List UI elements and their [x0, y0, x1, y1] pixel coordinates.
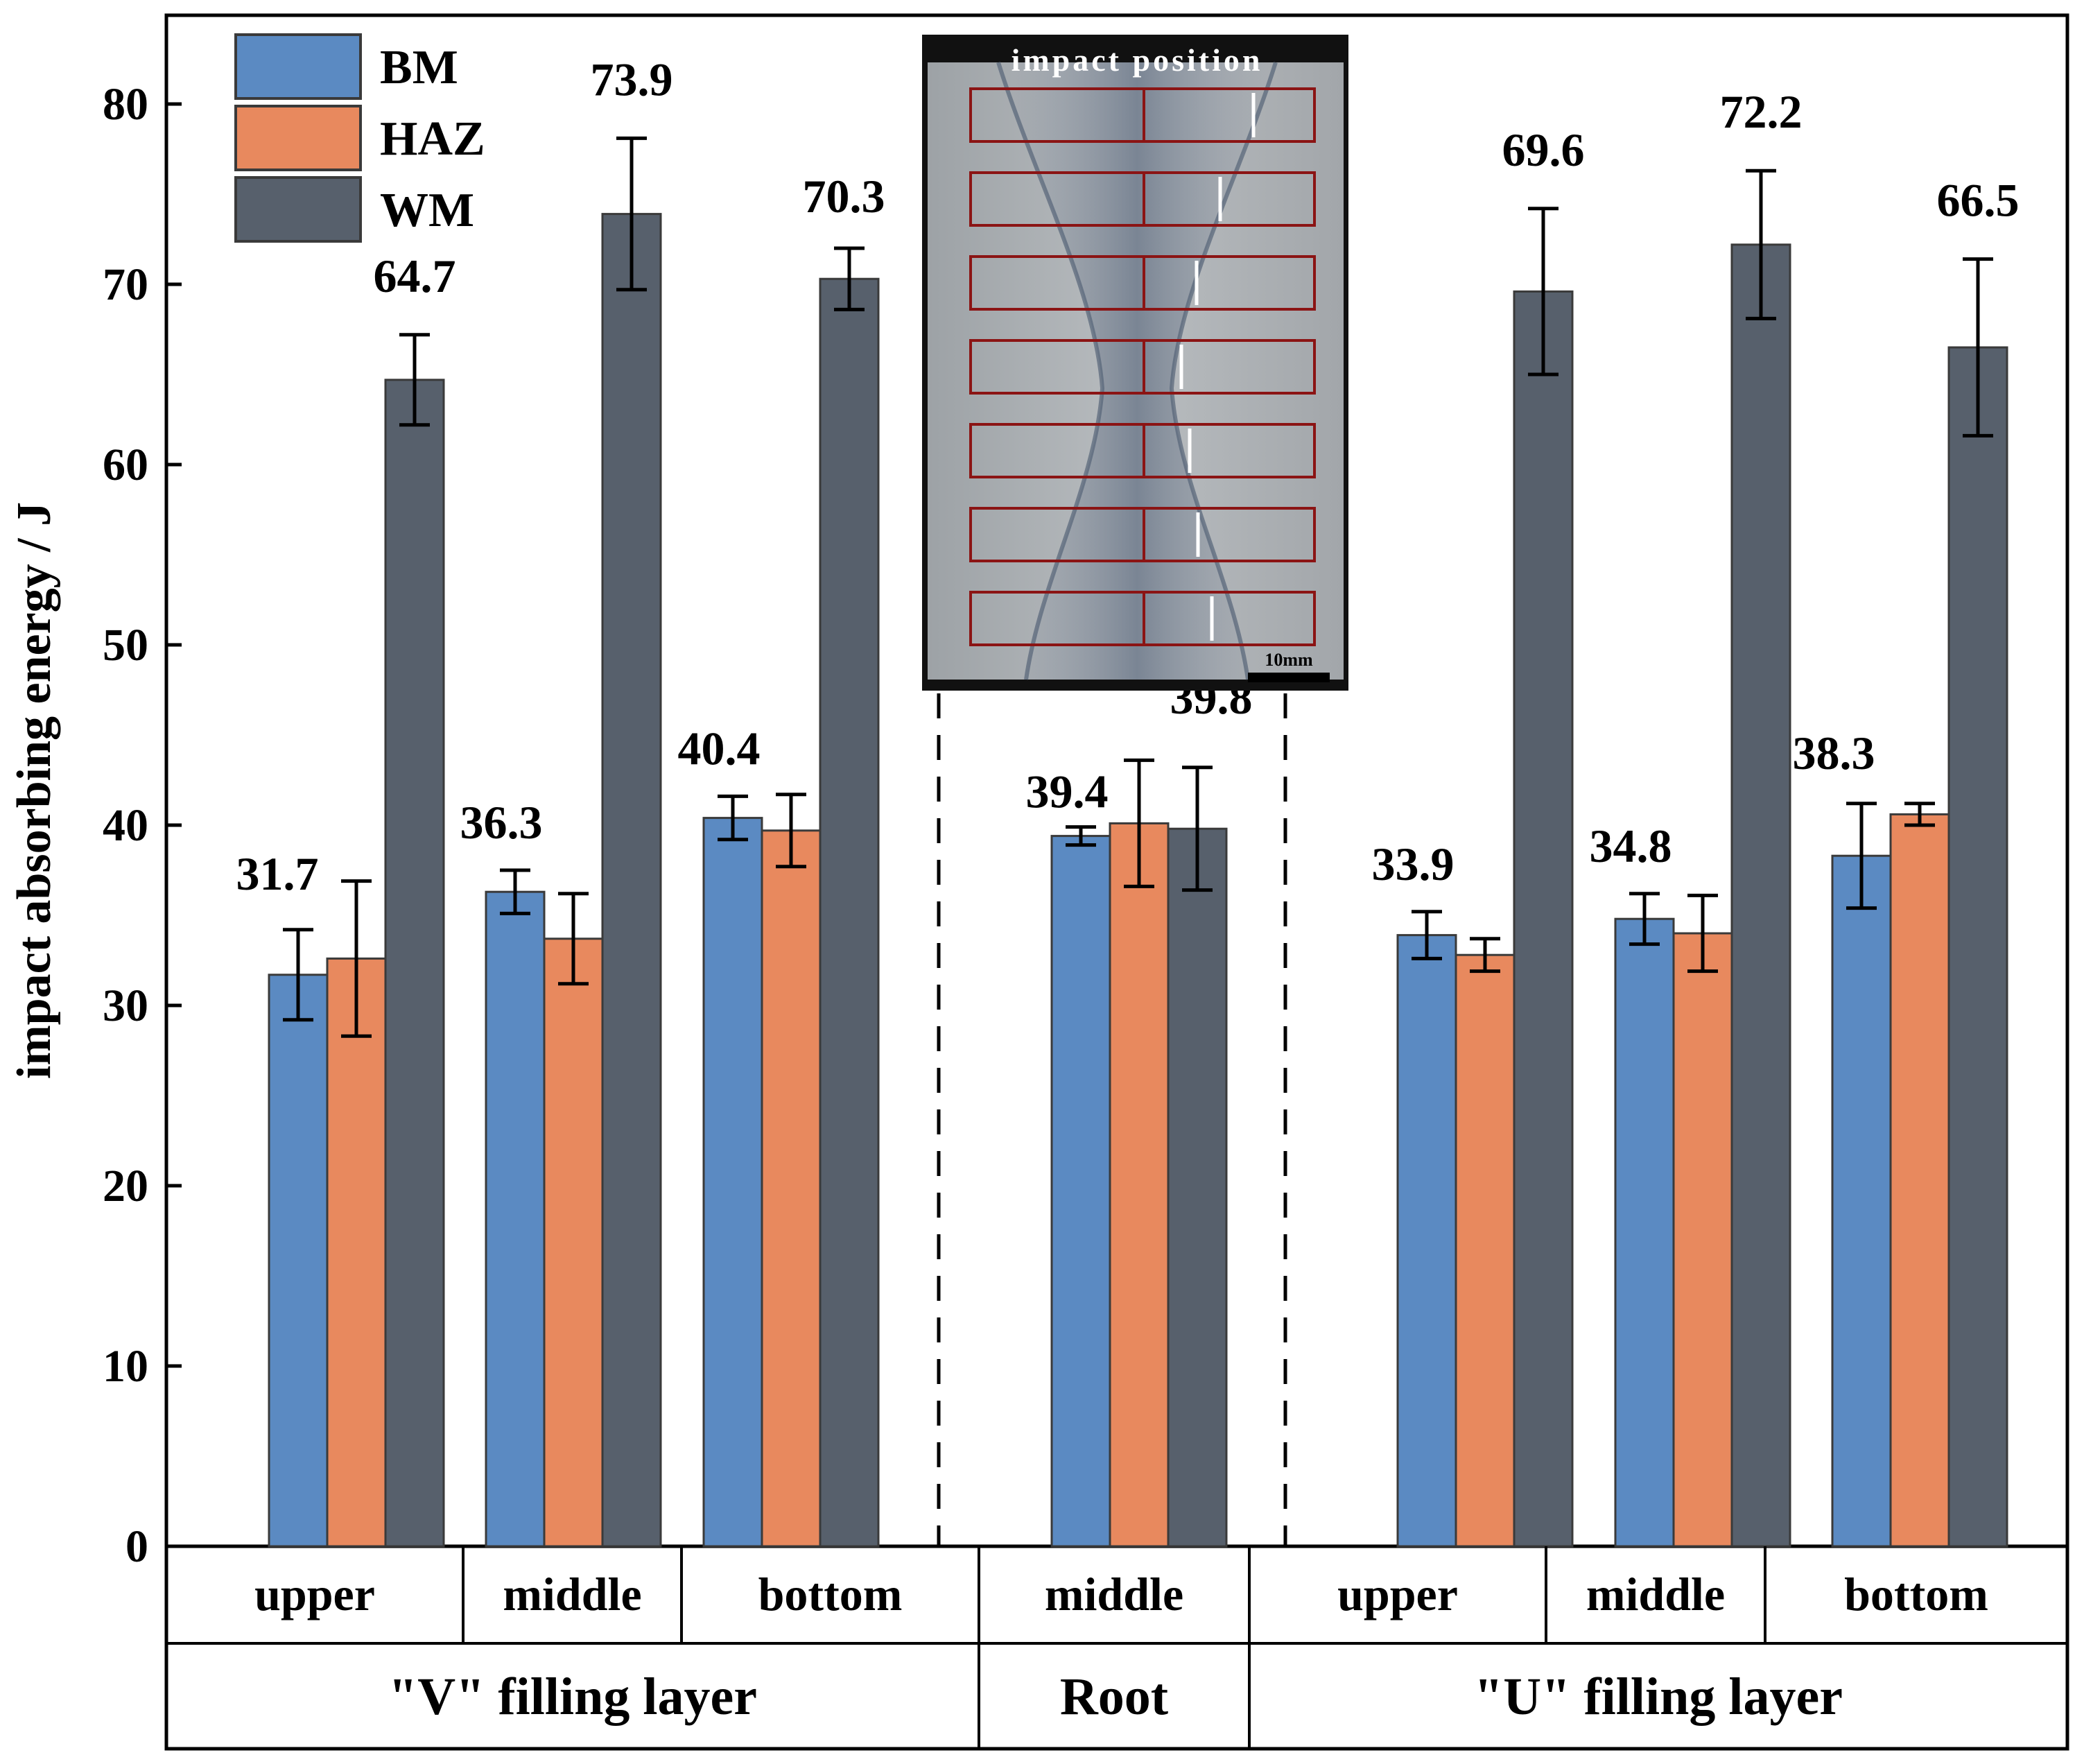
x-category-label: upper — [254, 1568, 375, 1620]
y-tick-label: 10 — [103, 1341, 148, 1392]
value-label: 64.7 — [374, 250, 456, 302]
legend-label-wm: WM — [380, 184, 474, 237]
inset-macrograph: impact position 10mm — [922, 35, 1348, 691]
bar-bm — [1831, 854, 1892, 1548]
bar-haz — [1455, 953, 1516, 1548]
x-group-label: "U" filling layer — [1474, 1668, 1843, 1726]
y-tick-label: 80 — [103, 79, 148, 130]
x-category-label: middle — [1045, 1568, 1183, 1620]
bar-haz — [1889, 813, 1950, 1548]
value-label: 73.9 — [591, 53, 673, 105]
bar-wm — [819, 277, 880, 1548]
x-group-label: Root — [1060, 1668, 1168, 1726]
y-tick-label: 20 — [103, 1161, 148, 1211]
bar-bm — [702, 817, 763, 1548]
legend-swatch-wm — [234, 176, 362, 243]
value-label: 66.5 — [1937, 174, 2020, 227]
x-category-label: bottom — [1844, 1568, 1988, 1620]
y-tick-label: 0 — [125, 1521, 148, 1572]
value-label: 38.3 — [1793, 727, 1875, 779]
y-tick-label: 70 — [103, 259, 148, 310]
y-tick-label: 50 — [103, 620, 148, 671]
value-label: 34.8 — [1590, 820, 1672, 872]
x-category-label: upper — [1337, 1568, 1458, 1620]
x-category-label: bottom — [758, 1568, 903, 1620]
value-label: 40.4 — [678, 722, 761, 775]
inset-weld-zone — [998, 62, 1276, 680]
bar-bm — [1396, 934, 1457, 1548]
bar-haz — [326, 957, 387, 1548]
legend-label-bm: BM — [380, 41, 458, 94]
x-group-label: "V" filling layer — [388, 1668, 757, 1726]
bar-bm — [485, 890, 546, 1548]
value-label: 39.4 — [1026, 766, 1109, 818]
x-category-label: middle — [503, 1568, 641, 1620]
bar-haz — [543, 937, 604, 1548]
bar-haz — [1109, 822, 1170, 1548]
inset-scale-label: 10mm — [1265, 650, 1313, 670]
bar-bm — [268, 974, 329, 1548]
y-axis-label: impact absorbing energy / J — [8, 502, 61, 1079]
y-tick-label: 40 — [103, 800, 148, 851]
value-label: 31.7 — [236, 847, 319, 900]
value-label: 70.3 — [803, 170, 885, 223]
bar-wm — [1947, 346, 2008, 1548]
value-label: 33.9 — [1372, 838, 1455, 890]
bar-wm — [1730, 243, 1791, 1548]
bar-bm — [1614, 917, 1675, 1548]
inset-fusion-line — [996, 62, 1278, 680]
inset-scale-bar — [1248, 673, 1330, 682]
bar-wm — [384, 379, 445, 1548]
legend-swatch-haz — [234, 105, 362, 171]
y-tick-label: 30 — [103, 980, 148, 1031]
x-category-label: middle — [1586, 1568, 1725, 1620]
legend-swatch-bm — [234, 33, 362, 100]
bar-wm — [1513, 290, 1574, 1548]
bar-wm — [1167, 827, 1228, 1548]
value-label: 72.2 — [1720, 85, 1803, 138]
legend-label-haz: HAZ — [380, 112, 485, 166]
value-label: 36.3 — [460, 796, 543, 849]
value-label: 69.6 — [1502, 123, 1585, 176]
bar-haz — [761, 829, 822, 1548]
bar-wm — [601, 213, 662, 1548]
plot-frame — [164, 13, 2069, 1751]
bar-haz — [1672, 932, 1733, 1548]
bar-bm — [1050, 835, 1111, 1548]
inset-title: impact position — [1012, 42, 1263, 78]
y-tick-label: 60 — [103, 440, 148, 490]
legend: BM HAZ WM — [234, 33, 485, 243]
